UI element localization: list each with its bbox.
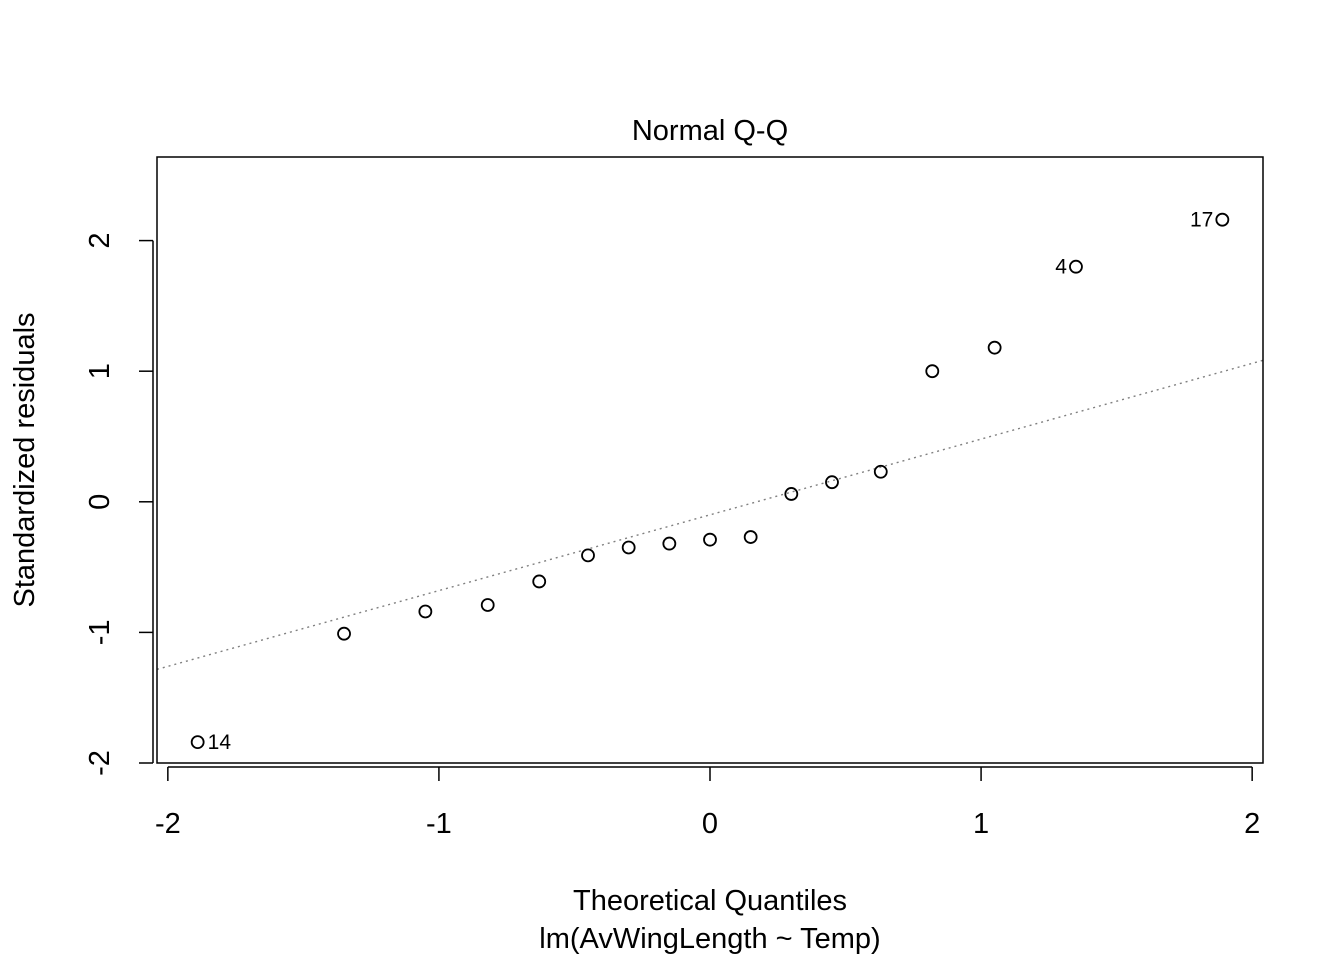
data-points (190, 212, 1230, 750)
data-point (337, 626, 351, 641)
y-axis-label: Standardized residuals (9, 312, 41, 607)
data-point (662, 536, 677, 551)
data-point (784, 487, 799, 501)
data-point (418, 604, 433, 619)
data-point (825, 475, 839, 490)
data-point (987, 340, 1002, 355)
y-axis: -2 -1 0 1 2 (84, 233, 154, 776)
x-tick-label: -2 (155, 808, 181, 840)
data-point (532, 574, 547, 589)
data-point (1069, 259, 1083, 274)
model-subtitle: lm(AvWingLength ~ Temp) (539, 923, 880, 955)
point-label: 17 (1190, 209, 1213, 232)
point-labels: 14 4 17 (208, 209, 1214, 754)
y-tick-label: 2 (84, 233, 116, 249)
y-tick-label: -1 (84, 619, 116, 645)
y-tick-label: 0 (84, 494, 116, 510)
data-point (621, 540, 636, 555)
x-tick-label: -1 (426, 808, 452, 840)
x-tick-label: 0 (702, 808, 718, 840)
data-point (925, 364, 940, 379)
data-point (743, 530, 758, 544)
data-point (1215, 212, 1230, 227)
data-point (873, 464, 888, 479)
data-point (703, 532, 717, 547)
y-tick-label: -2 (84, 750, 116, 776)
point-label: 4 (1055, 256, 1067, 279)
point-label: 14 (208, 731, 232, 754)
x-tick-label: 2 (1244, 808, 1260, 840)
data-point (480, 598, 495, 612)
x-axis-label: Theoretical Quantiles (573, 885, 847, 917)
plot-area: 14 4 17 (156, 156, 1264, 764)
x-axis: -2 -1 0 1 2 (155, 766, 1260, 840)
data-point (190, 735, 205, 750)
x-tick-label: 1 (973, 808, 989, 840)
chart-title: Normal Q-Q (632, 115, 788, 147)
y-tick-label: 1 (84, 363, 116, 379)
plot-frame (156, 156, 1264, 764)
data-point (581, 548, 595, 563)
